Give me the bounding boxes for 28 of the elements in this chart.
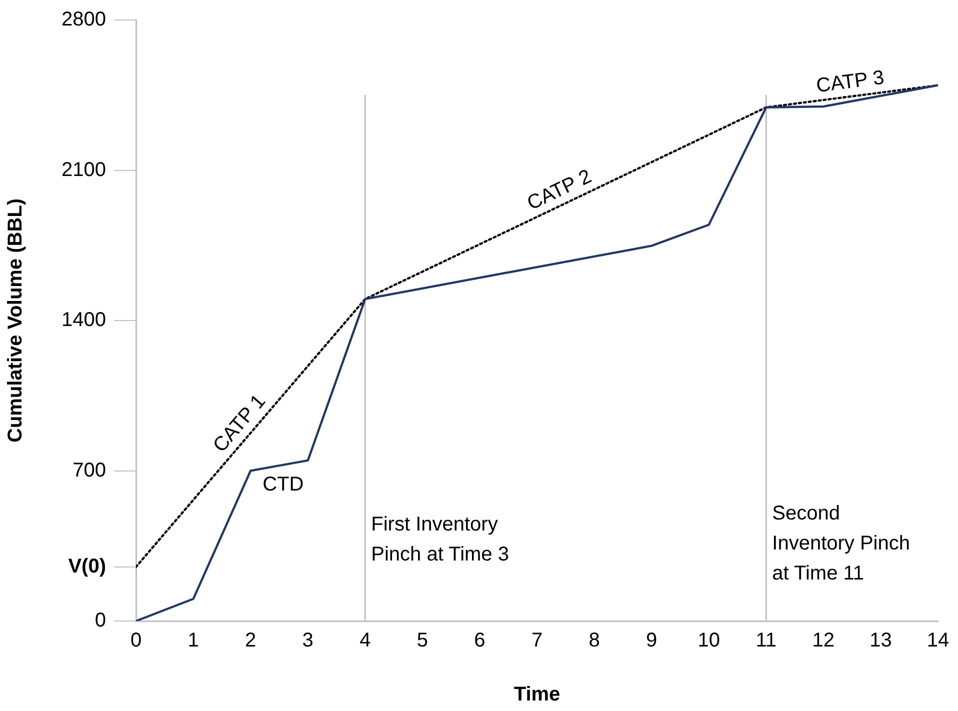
x-tick-label: 10 <box>698 630 720 652</box>
annotation: CATP 3 <box>815 66 886 98</box>
ref-line-label: First Inventory Pinch at Time 3 <box>371 514 509 566</box>
x-tick-label: 13 <box>870 630 892 652</box>
ref-line-label: Second Inventory Pinch at Time 11 <box>772 502 910 585</box>
y-tick-label: 2800 <box>62 8 106 31</box>
y-axis-title: Cumulative Volume (BBL) <box>4 198 27 443</box>
annotation: CATP 2 <box>524 166 595 215</box>
x-tick-label: 7 <box>531 630 543 652</box>
x-axis-title: Time <box>514 684 560 706</box>
y-tick-label: 1400 <box>62 309 106 332</box>
y-tick-label: 0 <box>94 610 106 632</box>
x-tick-label: 3 <box>302 630 314 652</box>
x-tick-label: 12 <box>812 630 835 652</box>
x-tick-label: 0 <box>130 630 142 652</box>
x-tick-label: 6 <box>474 630 486 652</box>
y-tick-label: V(0) <box>68 555 106 578</box>
x-tick-label: 11 <box>756 630 777 652</box>
x-tick-label: 9 <box>646 630 658 652</box>
x-tick-label: 8 <box>588 630 600 652</box>
x-tick-label: 1 <box>188 630 199 652</box>
x-tick-label: 14 <box>926 630 950 652</box>
x-tick-label: 2 <box>245 630 256 652</box>
series-label: CTD <box>262 473 304 496</box>
x-tick-label: 5 <box>416 630 428 652</box>
y-tick-label: 2100 <box>62 158 106 181</box>
x-tick-label: 4 <box>360 630 371 652</box>
y-tick-label: 700 <box>72 459 106 482</box>
